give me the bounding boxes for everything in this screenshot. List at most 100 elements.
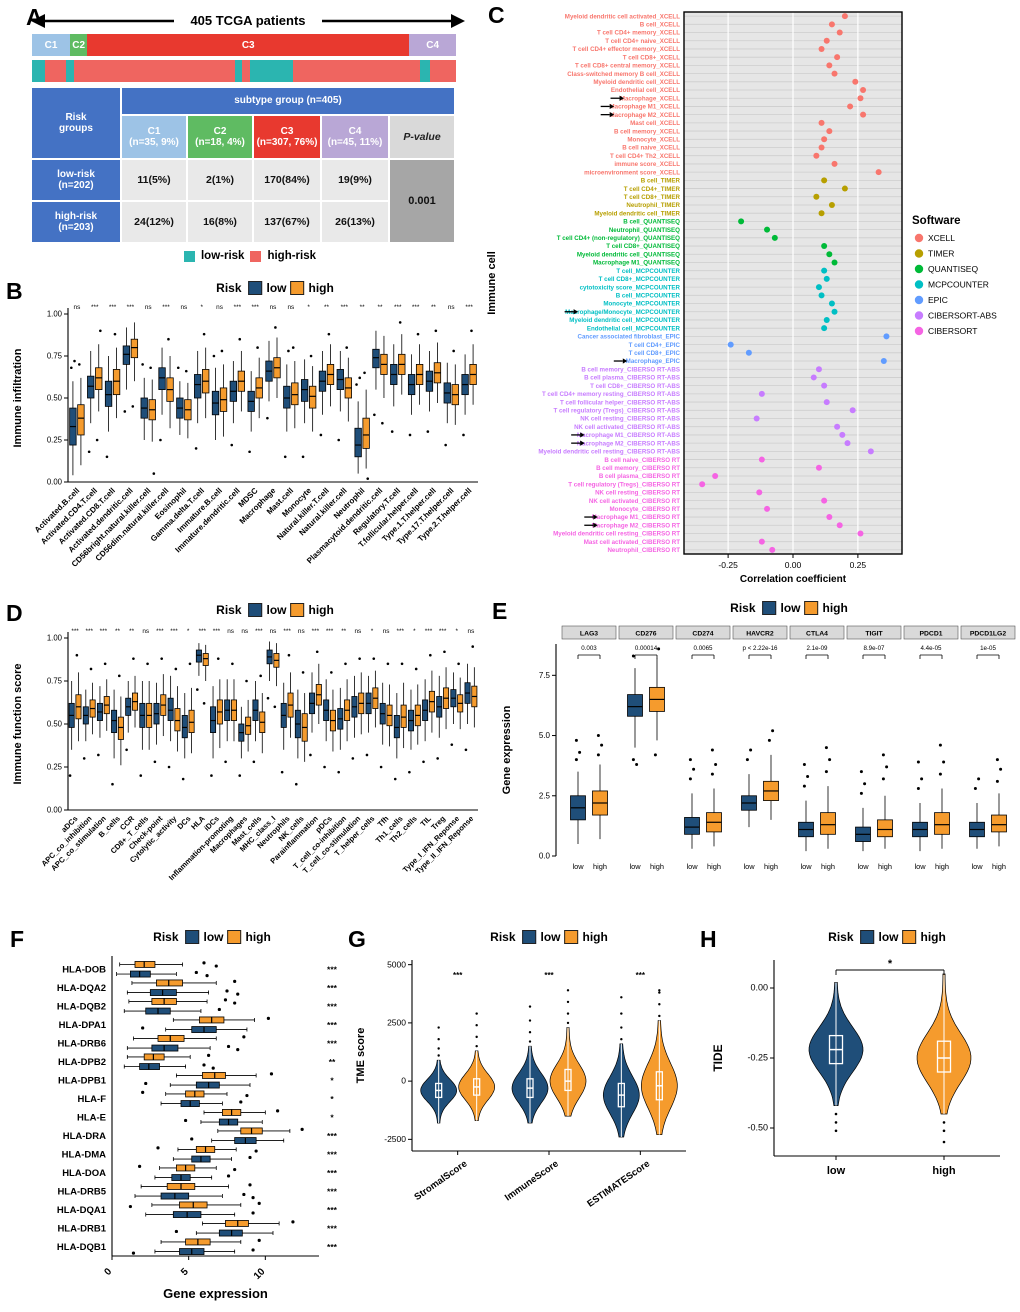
risk-high-key	[804, 601, 819, 615]
svg-text:NK cell activated_CIBERSO RT: NK cell activated_CIBERSO RT	[589, 498, 680, 505]
svg-text:Macrophage M1_CIBERSO RT: Macrophage M1_CIBERSO RT	[592, 514, 681, 521]
panel-a: 405 TCGA patients C1 C2 C3 C4 Risk groups s…	[28, 6, 472, 268]
risk-bar-segment-0	[32, 60, 45, 82]
svg-text:2.1e-09: 2.1e-09	[807, 645, 829, 652]
tcga-patients-arrow: 405 TCGA patients	[31, 9, 465, 31]
svg-text:HLA-DRB1: HLA-DRB1	[57, 1223, 106, 1234]
panel-e-risk-legend: Risk low high	[730, 601, 848, 615]
svg-text:high: high	[650, 862, 664, 871]
svg-text:**: **	[341, 628, 346, 635]
panel-a-label: A	[26, 4, 43, 30]
svg-text:0.00: 0.00	[47, 478, 63, 487]
svg-text:HLA-DMA: HLA-DMA	[62, 1149, 106, 1160]
svg-text:**: **	[377, 304, 382, 311]
table-group-header: subtype group (n=405)	[122, 88, 454, 114]
risk-high-label: high	[308, 603, 334, 617]
risk-high-key	[902, 930, 917, 944]
svg-text:StromalScore: StromalScore	[412, 1158, 469, 1202]
svg-text:0.75: 0.75	[47, 677, 63, 686]
svg-text:***: ***	[127, 304, 135, 311]
svg-text:T cell CD8+_TIMER: T cell CD8+_TIMER	[624, 194, 681, 201]
svg-text:B cell_TIMER: B cell_TIMER	[641, 178, 681, 185]
svg-text:ns: ns	[270, 304, 277, 311]
svg-text:CIBERSORT-ABS: CIBERSORT-ABS	[928, 311, 997, 321]
svg-text:ns: ns	[468, 628, 475, 635]
svg-text:8.9e-07: 8.9e-07	[864, 645, 886, 652]
svg-text:***: ***	[156, 628, 164, 635]
table-c4-header: C4 (n=45, 11%)	[322, 116, 388, 158]
risk-low-key	[185, 930, 200, 944]
svg-text:NK cell activated_CIBERSO RT-A: NK cell activated_CIBERSO RT-ABS	[574, 424, 680, 431]
panel-f: 0 5 10 HLA-DOB *** HLA-DQA2 *** HLA-DQB2 *** HLA-…	[14, 946, 348, 1312]
table-c1-header: C1 (n=35, 9%)	[122, 116, 186, 158]
svg-text:T cell CD4+_TIMER: T cell CD4+_TIMER	[624, 186, 681, 193]
svg-text:B cell_QUANTISEQ: B cell_QUANTISEQ	[623, 219, 680, 226]
panel-e: 0.0 2.5 5.0 7.5 Gene expression LAG3 0.003 low h…	[490, 618, 1020, 928]
svg-text:ns: ns	[74, 304, 81, 311]
svg-text:Neutrophil_CIBERSO RT: Neutrophil_CIBERSO RT	[607, 547, 680, 554]
svg-text:low: low	[971, 862, 983, 871]
svg-text:0.25: 0.25	[47, 436, 63, 445]
svg-text:*: *	[456, 628, 459, 635]
risk-low-key	[762, 601, 777, 615]
risk-high-label: high	[822, 601, 848, 615]
svg-text:***: ***	[327, 964, 338, 974]
risk-bar-segment-6	[250, 60, 293, 82]
svg-text:TIMER: TIMER	[928, 249, 954, 259]
svg-text:low: low	[857, 862, 869, 871]
svg-text:0.25: 0.25	[47, 763, 63, 772]
panel-b-label: B	[6, 278, 23, 304]
svg-text:high: high	[764, 862, 778, 871]
svg-text:***: ***	[213, 628, 221, 635]
svg-text:***: ***	[327, 1149, 338, 1159]
risk-bar-segment-1	[44, 60, 66, 82]
svg-text:B cell memory_CIBERSO RT: B cell memory_CIBERSO RT	[596, 465, 680, 472]
svg-text:low: low	[629, 862, 641, 871]
svg-text:***: ***	[85, 628, 93, 635]
svg-text:*: *	[371, 628, 374, 635]
svg-text:Mast cell activated_CIBERSO RT: Mast cell activated_CIBERSO RT	[584, 539, 681, 546]
svg-text:***: ***	[255, 628, 263, 635]
highrisk-label: high-risk	[267, 250, 317, 262]
svg-text:***: ***	[170, 628, 178, 635]
lowrisk-label: low-risk	[200, 250, 245, 262]
panel-g-risk-legend: Risk low high	[490, 930, 608, 944]
svg-text:0.50: 0.50	[47, 394, 63, 403]
svg-text:low: low	[686, 862, 698, 871]
svg-text:Macrophage M1_XCELL: Macrophage M1_XCELL	[610, 104, 681, 111]
table-highrisk-row-label: high-risk (n=203)	[32, 202, 120, 242]
svg-text:0.0065: 0.0065	[694, 645, 713, 652]
panel-h-label: H	[700, 926, 717, 952]
svg-text:***: ***	[397, 628, 405, 635]
svg-text:***: ***	[327, 983, 338, 993]
table-corner-cell: Risk groups	[32, 88, 120, 158]
panel-d-risk-legend: Risk low high	[216, 603, 334, 617]
svg-text:T cell regulatory (Tregs)_CIBE: T cell regulatory (Tregs)_CIBERSO RT-ABS	[553, 407, 680, 414]
svg-text:Macrophage_EPIC: Macrophage_EPIC	[626, 358, 681, 365]
svg-text:***: ***	[394, 304, 402, 311]
table-cell: 16(8%)	[188, 202, 252, 242]
panel-b-risk-legend: Risk low high	[216, 281, 334, 295]
svg-text:*: *	[330, 1112, 334, 1122]
risk-low-label: low	[266, 281, 287, 295]
svg-text:Myeloid dendritic cell resting: Myeloid dendritic cell resting_CIBERSO R…	[538, 449, 680, 456]
svg-text:B cell_MCPCOUNTER: B cell_MCPCOUNTER	[616, 293, 681, 300]
immune-infiltration-boxplot: 0.00 0.25 0.50 0.75 1.00 Immune infiltration n…	[12, 304, 478, 569]
table-cell: 2(1%)	[188, 160, 252, 200]
svg-text:HLA-F: HLA-F	[78, 1094, 107, 1105]
svg-text:NK cell resting_CIBERSO RT: NK cell resting_CIBERSO RT	[595, 490, 680, 497]
svg-text:HLA-DQB1: HLA-DQB1	[57, 1242, 107, 1253]
risk-legend-title: Risk	[216, 603, 242, 617]
subtype-bar-segment-C3: C3	[87, 34, 410, 56]
risk-low-label: low	[540, 930, 561, 944]
svg-text:immune score_XCELL: immune score_XCELL	[614, 161, 680, 168]
risk-bar-segment-4	[235, 60, 242, 82]
table-lowrisk-row-label: low-risk (n=202)	[32, 160, 120, 200]
svg-text:Immune function score: Immune function score	[12, 663, 24, 784]
panel-g-label: G	[348, 926, 366, 952]
svg-text:5.0: 5.0	[539, 731, 551, 740]
svg-text:***: ***	[327, 1242, 338, 1252]
svg-text:T cell CD8+_QUANTISEQ: T cell CD8+_QUANTISEQ	[606, 243, 680, 250]
table-cell: 24(12%)	[122, 202, 186, 242]
risk-low-key	[248, 281, 263, 295]
